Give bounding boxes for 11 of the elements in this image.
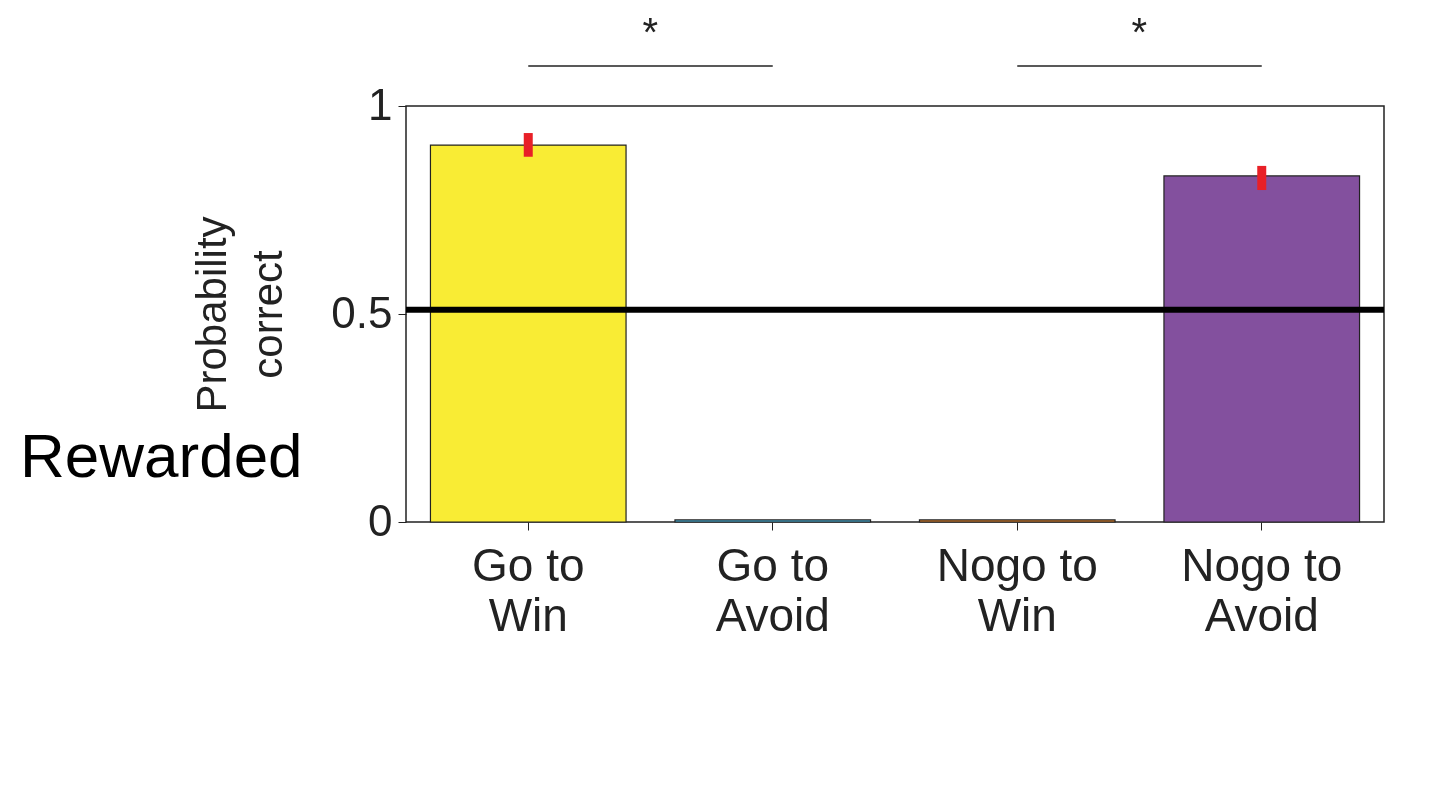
y-tick-label: 0.5 [331,287,393,337]
text: Rewarded [20,421,303,490]
text: * [1131,10,1148,54]
x-tick-label: Nogo to Avoid [1181,538,1343,641]
text: * [642,10,659,54]
x-tick-label: Nogo to Win [936,538,1098,641]
y-tick-label: 0 [368,495,393,545]
y-tick-label: 1 [368,79,393,129]
x-tick-label: Go to Win [471,538,585,641]
x-tick-label: Go to Avoid [715,538,830,641]
y-axis-title: Probability correct [188,216,292,413]
